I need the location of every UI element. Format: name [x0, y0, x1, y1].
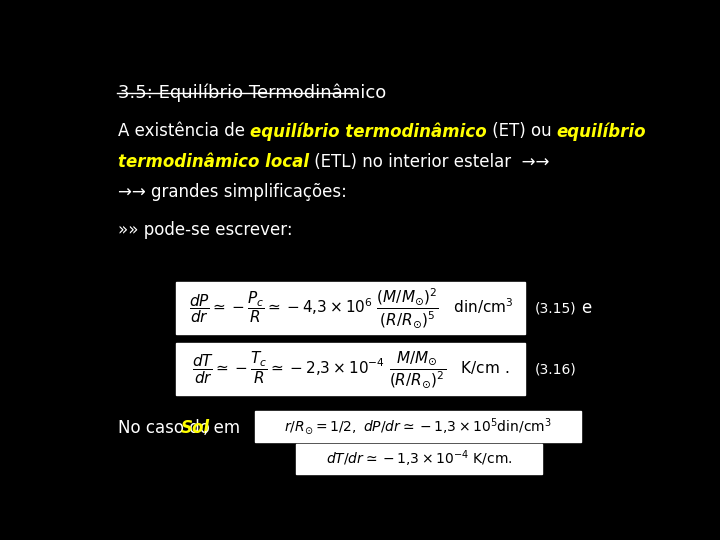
Text: , em: , em: [203, 419, 240, 437]
FancyBboxPatch shape: [176, 343, 526, 395]
Text: equilíbrio: equilíbrio: [557, 122, 646, 141]
Text: (3.16): (3.16): [535, 362, 577, 376]
Text: A existência de: A existência de: [118, 122, 250, 140]
FancyBboxPatch shape: [176, 282, 526, 334]
Text: e: e: [581, 299, 591, 317]
Text: $\dfrac{dT}{dr} \simeq -\dfrac{T_c}{R} \simeq -2{,}3 \times 10^{-4} \ \dfrac{M/M: $\dfrac{dT}{dr} \simeq -\dfrac{T_c}{R} \…: [192, 349, 510, 389]
Text: (ETL) no interior estelar  →→: (ETL) no interior estelar →→: [309, 152, 549, 171]
Text: $\dfrac{dP}{dr} \simeq -\dfrac{P_c}{R} \simeq -4{,}3 \times 10^6 \ \dfrac{(M/M_{: $\dfrac{dP}{dr} \simeq -\dfrac{P_c}{R} \…: [189, 286, 513, 330]
FancyBboxPatch shape: [297, 443, 542, 474]
Text: $dT/dr \simeq -1{,}3 \times 10^{-4} \ \mathrm{K/cm.}$: $dT/dr \simeq -1{,}3 \times 10^{-4} \ \m…: [326, 448, 513, 469]
Text: termodinâmico local: termodinâmico local: [118, 152, 309, 171]
Text: 3.5: Equilíbrio Termodinâmico: 3.5: Equilíbrio Termodinâmico: [118, 84, 386, 102]
Text: No caso do: No caso do: [118, 419, 215, 437]
Text: (3.15): (3.15): [535, 301, 576, 315]
FancyBboxPatch shape: [255, 411, 581, 442]
Text: equilíbrio termodinâmico: equilíbrio termodinâmico: [250, 122, 487, 141]
Text: →→ grandes simplificações:: →→ grandes simplificações:: [118, 183, 347, 201]
Text: $r/R_{\odot} = 1/2, \ dP/dr \simeq -1{,}3 \times 10^5 \mathrm{din/cm^3}$: $r/R_{\odot} = 1/2, \ dP/dr \simeq -1{,}…: [284, 416, 552, 437]
Text: Sol: Sol: [181, 419, 210, 437]
Text: (ET) ou: (ET) ou: [487, 122, 557, 140]
Text: »» pode-se escrever:: »» pode-se escrever:: [118, 221, 292, 239]
